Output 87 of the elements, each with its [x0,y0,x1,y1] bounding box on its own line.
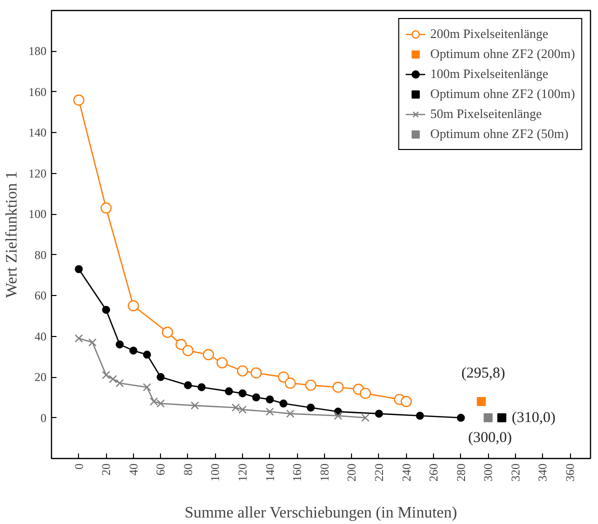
x-tick-label: 320 [508,464,522,482]
y-tick-label: 180 [28,44,46,58]
x-tick-label: 280 [454,464,468,482]
point [361,414,370,422]
point [202,349,214,360]
y-tick-label: 140 [28,126,46,140]
point [224,387,233,396]
point [190,401,199,410]
point [102,370,110,380]
x-tick-label: 20 [99,464,114,476]
point [102,306,110,314]
point [360,388,371,399]
x-tick-label: 340 [536,464,550,482]
point [374,410,383,418]
point [476,396,486,406]
x-tick-label: 360 [563,464,578,482]
point [142,383,152,392]
legend-label: Optimum ohne ZF2 (100m) [430,85,575,103]
annotation: (310,0) [512,410,556,426]
point [279,400,288,408]
x-tick-label: 300 [481,464,496,482]
x-tick-label: 120 [236,464,250,482]
y-tick-label: 40 [34,329,46,344]
point [128,300,139,312]
point [416,412,424,420]
point [198,383,206,392]
x-tick-label: 220 [372,464,386,482]
point [497,413,506,422]
point [250,367,262,379]
point [143,350,152,359]
legend-label: Optimum ohne ZF2 (200m) [430,45,575,63]
point [286,410,294,418]
x-tick-label: 80 [180,464,195,476]
y-axis-title: Wert Zielfunktion 1 [4,171,20,298]
x-axis-title: Summe aller Verschiebungen (in Minuten) [184,504,458,522]
point [305,380,316,391]
x-tick-label: 180 [317,464,332,482]
point [182,344,194,356]
x-tick-label: 140 [262,464,277,482]
point [116,379,124,388]
y-tick-label: 100 [28,207,46,222]
point [184,381,192,390]
y-tick-label: 120 [28,166,46,180]
y-tick-label: 0 [40,410,46,425]
point [73,94,84,106]
x-tick-label: 0 [72,464,86,470]
point [400,396,412,408]
point [176,338,187,350]
point [88,338,97,347]
point [238,389,247,398]
legend-label: 100m Pixelseitenlänge [430,65,548,83]
annotation: (300,0) [468,430,512,446]
point [306,404,315,412]
legend-label: Optimum ohne ZF2 (50m) [430,125,568,143]
point [332,382,344,393]
annotation: (295,8) [461,365,506,382]
y-tick-label: 80 [34,248,46,262]
point [284,378,296,389]
point [456,414,465,422]
point [484,413,493,422]
point [162,326,174,338]
x-tick-label: 240 [399,464,414,482]
point [266,395,274,404]
point [74,334,83,342]
x-tick-label: 160 [290,464,304,482]
y-tick-label: 20 [34,370,46,384]
point [74,265,83,274]
x-tick-label: 40 [126,464,140,476]
point [252,393,260,402]
x-tick-label: 260 [426,464,441,482]
x-tick-label: 100 [208,464,222,482]
legend-label: 200m Pixelseitenlänge [430,25,548,43]
x-tick-label: 60 [154,464,168,476]
y-tick-label: 160 [28,84,46,99]
point [216,357,228,368]
point [266,408,274,416]
point [116,340,124,348]
point [108,374,118,384]
point [156,373,165,382]
y-tick-label: 60 [34,288,46,303]
point [278,371,290,383]
point [129,346,138,355]
legend-label: 50m Pixelseitenlänge [430,105,542,123]
x-tick-label: 200 [344,464,359,482]
point [334,412,342,420]
point [100,202,112,214]
point [236,365,248,377]
